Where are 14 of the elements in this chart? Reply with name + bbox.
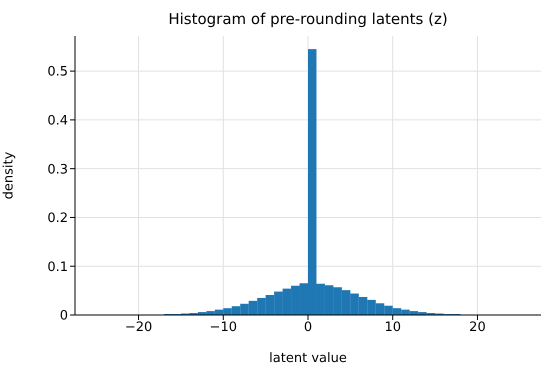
y-axis-title: density: [2, 151, 17, 200]
chart-title: Histogram of pre-rounding latents (z): [167, 10, 449, 28]
x-tick-label: 10: [384, 320, 401, 336]
y-tick-label: 0.2: [47, 211, 68, 226]
x-axis-title: latent value: [269, 351, 347, 366]
y-tick-label: 0.1: [47, 260, 68, 275]
y-tick-label: 0.3: [47, 162, 68, 178]
y-tick-label: 0.5: [47, 64, 68, 80]
x-tick-label: −10: [210, 320, 237, 336]
y-tick-label: 0.4: [47, 114, 68, 129]
y-tick-label: 0: [60, 308, 68, 324]
x-tick-label: 0: [304, 320, 312, 336]
x-tick-label: −20: [124, 320, 152, 336]
x-tick-label: 20: [469, 320, 486, 336]
